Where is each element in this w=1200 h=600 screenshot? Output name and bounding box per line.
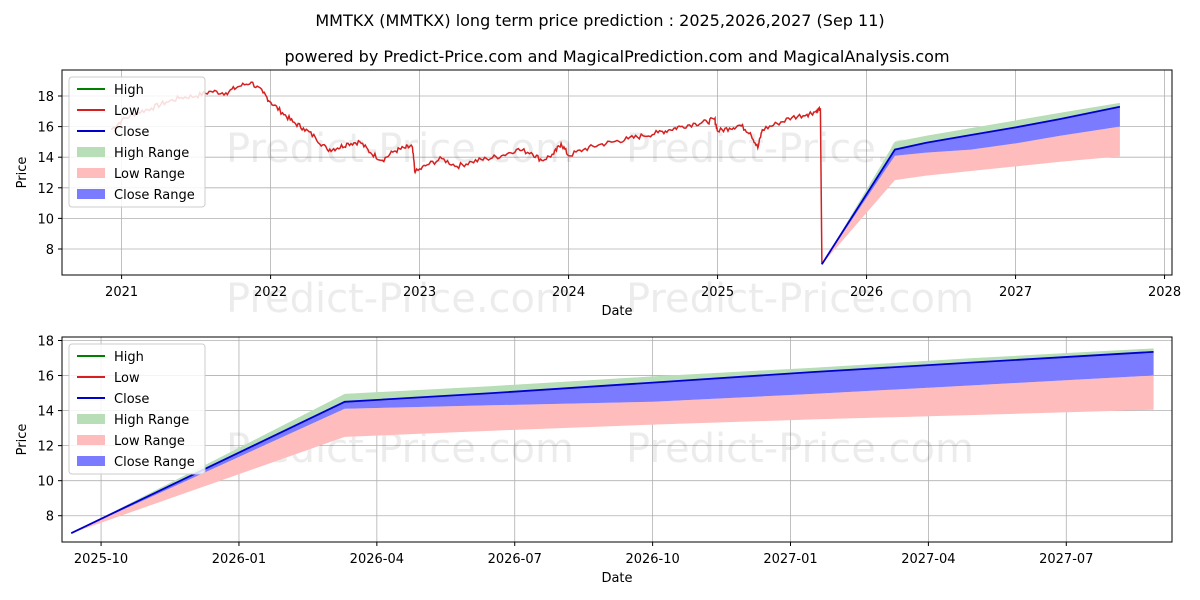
close-forecast-line <box>821 105 1121 265</box>
plot-frame <box>61 336 1173 543</box>
legend-label: Close Range <box>114 188 195 203</box>
x-tick-label: 2027-04 <box>901 552 955 567</box>
watermark-text: Predict-Price.com <box>626 276 974 322</box>
x-tick-label: 2025-10 <box>74 552 128 567</box>
chart-title: MMTKX (MMTKX) long term price prediction… <box>315 11 884 30</box>
x-tick-label: 2023 <box>403 285 436 300</box>
legend-label: High Range <box>114 146 189 161</box>
legend-label: Close <box>114 125 149 140</box>
high-range-band <box>821 102 1120 265</box>
y-tick-label: 18 <box>37 90 54 105</box>
x-tick-label: 2026-04 <box>350 552 404 567</box>
x-tick-label: 2027-01 <box>763 552 817 567</box>
y-tick-label: 8 <box>46 243 54 258</box>
legend-high-range-swatch <box>77 414 105 424</box>
y-tick-label: 14 <box>37 405 54 420</box>
x-tick-label: 2026-01 <box>212 552 266 567</box>
legend-label: Low <box>114 371 140 386</box>
long-term-chart-panel: Predict-Price.com Predict-Price.comPredic… <box>15 69 1181 322</box>
y-tick-label: 12 <box>37 182 54 197</box>
x-tick-label: 2026-07 <box>488 552 542 567</box>
legend-label: High Range <box>114 413 189 428</box>
y-axis-label: Price <box>15 157 30 189</box>
x-tick-label: 2022 <box>254 285 287 300</box>
low-price-history-line <box>110 81 823 265</box>
low-range-band <box>71 375 1154 534</box>
x-tick-label: 2024 <box>552 285 585 300</box>
y-tick-label: 10 <box>37 475 54 490</box>
x-tick-label: 2027 <box>999 285 1032 300</box>
legend-low-range-swatch <box>77 435 105 445</box>
legend-high-range-swatch <box>77 147 105 157</box>
x-axis-label: Date <box>601 304 632 319</box>
legend-label: Low Range <box>114 434 185 449</box>
legend-label: Close <box>114 392 149 407</box>
x-tick-label: 2027-07 <box>1039 552 1093 567</box>
x-tick-label: 2021 <box>105 285 138 300</box>
y-tick-label: 12 <box>37 440 54 455</box>
y-tick-label: 16 <box>37 370 54 385</box>
x-tick-label: 2025 <box>701 285 734 300</box>
y-axis-label: Price <box>15 424 30 456</box>
watermark-text: Predict-Price.com <box>226 276 574 322</box>
plot-frame <box>61 69 1173 276</box>
legend-close-range-swatch <box>77 456 105 466</box>
x-tick-label: 2026-10 <box>625 552 679 567</box>
legend-label: Close Range <box>114 455 195 470</box>
legend-close-range-swatch <box>77 189 105 199</box>
legend-label: Low <box>114 104 140 119</box>
close-forecast-line <box>70 351 1154 535</box>
forecast-chart-panel: Predict-Price.com Predict-Price.com2025-1… <box>15 335 1173 586</box>
y-tick-label: 10 <box>37 212 54 227</box>
legend-label: High <box>114 83 144 98</box>
close-range-band <box>71 351 1154 534</box>
x-axis-label: Date <box>601 571 632 586</box>
legend-label: High <box>114 350 144 365</box>
legend-label: Low Range <box>114 167 185 182</box>
legend-low-range-swatch <box>77 168 105 178</box>
watermark-text: Predict-Price.com <box>626 426 974 472</box>
y-tick-label: 18 <box>37 335 54 350</box>
y-tick-label: 16 <box>37 121 54 136</box>
x-tick-label: 2028 <box>1148 285 1181 300</box>
low-range-band <box>821 126 1120 265</box>
y-tick-label: 8 <box>46 510 54 525</box>
x-tick-label: 2026 <box>850 285 883 300</box>
chart-subtitle: powered by Predict-Price.com and Magical… <box>284 47 949 66</box>
close-range-band <box>821 106 1120 265</box>
y-tick-label: 14 <box>37 151 54 166</box>
